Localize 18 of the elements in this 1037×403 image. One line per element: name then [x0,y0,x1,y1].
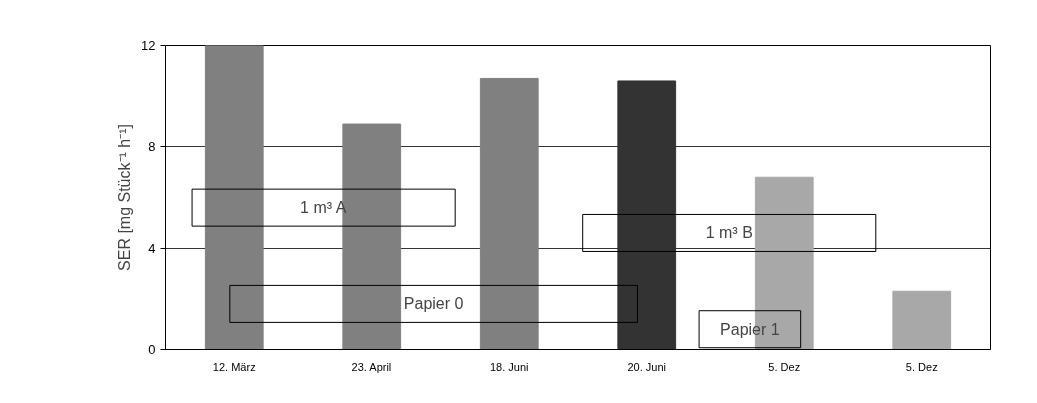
x-tick-label: 12. März [212,360,256,373]
x-tick-label: 5. Dez [905,360,938,373]
bar [479,77,539,350]
y-tick-label: 8 [148,139,156,155]
annotation: 1 m³ B [705,224,753,242]
y-axis-title: SER [mg Stück⁻¹ h⁻¹] [116,124,134,271]
x-tick-label: 23. April [351,360,392,373]
x-tick-label: 18. Juni [489,360,529,373]
annotation: Papier 1 [720,320,780,338]
bar [617,80,677,350]
annotation: Papier 0 [403,295,464,313]
y-tick-label: 0 [148,342,156,357]
bar [204,45,264,350]
x-tick-label: 20. Juni [627,360,667,373]
bar [892,290,952,350]
x-tick-label: 5. Dez [768,360,801,373]
y-tick-label: 12 [141,38,156,53]
y-tick-label: 4 [148,240,156,256]
